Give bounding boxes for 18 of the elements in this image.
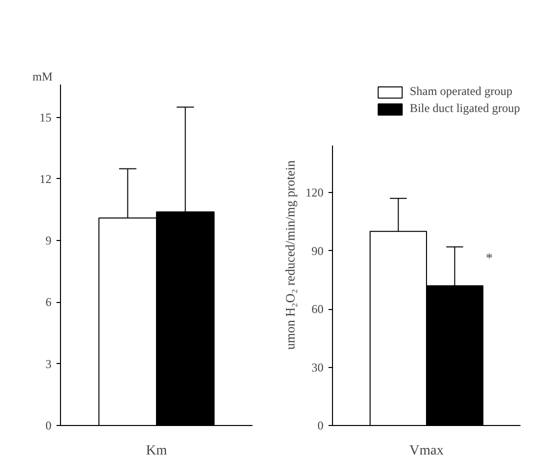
legend-label: Sham operated group	[410, 84, 512, 99]
legend-label: Bile duct ligated group	[410, 101, 520, 116]
y-tick-label: 3	[46, 356, 52, 371]
y-tick-label: 15	[40, 110, 52, 124]
text: *	[486, 251, 493, 266]
y-tick-label: 12	[40, 172, 52, 186]
y-tick-label: 30	[312, 360, 324, 374]
y-axis-title: mM	[32, 70, 53, 84]
y-axis-title: umon H₂O₂ reduced/min/mg protein	[282, 160, 298, 350]
y-tick-label: 6	[46, 295, 52, 310]
y-tick-label: 60	[312, 302, 324, 316]
y-tick-label: 0	[46, 418, 52, 432]
y-tick-label: 120	[306, 186, 324, 200]
y-tick-label: 9	[46, 234, 52, 248]
x-tick-label: Km	[146, 444, 168, 458]
y-tick-label: 0	[318, 418, 324, 432]
y-tick-label: 90	[312, 244, 324, 258]
x-tick-label: Vmax	[409, 444, 444, 458]
